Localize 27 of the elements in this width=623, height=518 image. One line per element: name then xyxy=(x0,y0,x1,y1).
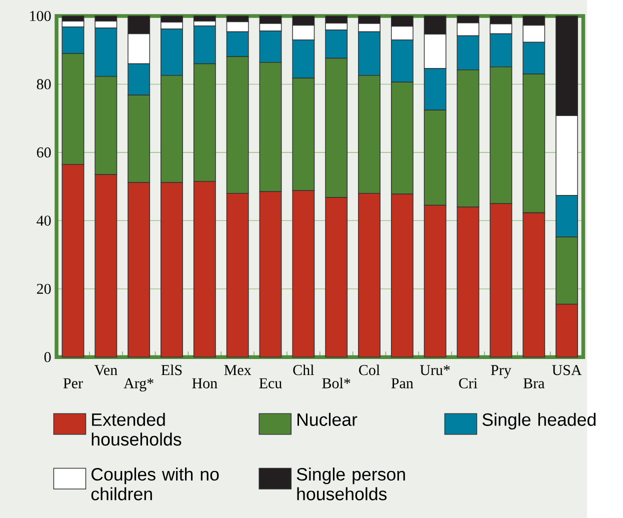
x-tick-label: Ecu xyxy=(259,378,282,388)
x-tick-label: Chl xyxy=(293,364,314,376)
x-tick-label: Ven xyxy=(94,365,118,376)
legend-label: Nuclear xyxy=(298,412,358,426)
legend-label: Single person households xyxy=(296,467,405,500)
y-tick-label: 40 xyxy=(36,215,51,226)
legend-label: Extended households xyxy=(92,412,182,446)
y-tick-label: 100 xyxy=(30,10,51,21)
x-tick-label: Bra xyxy=(523,378,545,388)
x-tick-label: Cri xyxy=(459,378,478,388)
y-tick-label: 20 xyxy=(36,284,51,294)
x-tick-label: USA xyxy=(552,364,582,376)
x-tick-label: Col xyxy=(359,364,380,376)
x-tick-label: Hon xyxy=(192,378,218,388)
legend-label: Single headed xyxy=(482,412,596,430)
x-tick-label: Pan xyxy=(391,378,414,388)
x-tick-label: Per xyxy=(63,378,83,388)
y-tick-label: 0 xyxy=(44,352,51,362)
x-tick-label: Mex xyxy=(224,365,252,376)
x-tick-label: Arg* xyxy=(124,378,154,392)
x-tick-label: Pry xyxy=(490,365,512,378)
x-tick-label: Bol* xyxy=(322,378,350,388)
x-tick-label: Uru* xyxy=(420,365,450,376)
x-tick-label: ElS xyxy=(161,364,182,376)
y-tick-label: 80 xyxy=(36,79,51,90)
y-tick-label: 60 xyxy=(36,147,51,158)
legend-label: Couples with no children xyxy=(91,467,219,500)
